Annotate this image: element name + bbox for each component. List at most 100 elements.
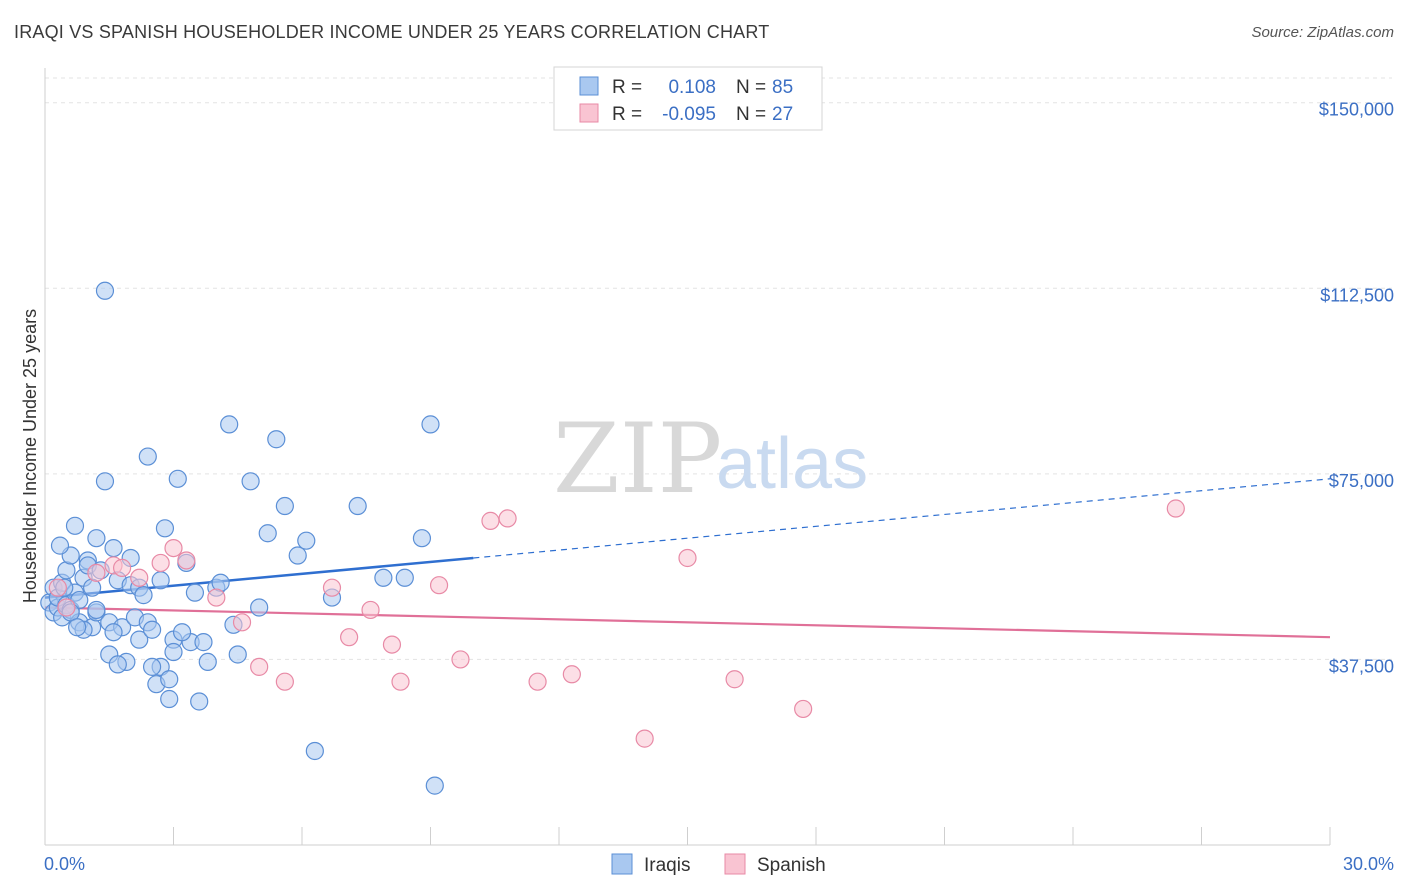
- stats-r-label-iraqis: R =: [612, 77, 642, 98]
- data-point-spanish: [48, 578, 67, 597]
- stats-n-label-iraqis: N =: [736, 77, 766, 98]
- legend-label-iraqis: Iraqis: [644, 855, 690, 876]
- data-point-iraqis: [190, 692, 209, 711]
- data-point-iraqis: [50, 536, 70, 555]
- data-point-spanish: [498, 509, 517, 528]
- data-point-iraqis: [87, 529, 106, 548]
- data-point-spanish: [340, 628, 359, 647]
- stats-swatch-spanish: [579, 103, 599, 123]
- data-point-spanish: [275, 672, 294, 691]
- trend-line-iraqis-extension: [473, 478, 1331, 559]
- data-point-iraqis: [142, 620, 162, 639]
- data-point-spanish: [164, 538, 183, 558]
- data-point-iraqis: [104, 623, 123, 642]
- chart-title: IRAQI VS SPANISH HOUSEHOLDER INCOME UNDE…: [14, 22, 770, 42]
- watermark: ZIP atlas: [553, 403, 868, 515]
- legend-label-spanish: Spanish: [757, 855, 826, 876]
- legend-swatch-iraqis: [611, 853, 633, 875]
- data-point-iraqis: [288, 546, 307, 565]
- data-point-iraqis: [104, 538, 123, 558]
- data-point-iraqis: [220, 415, 239, 434]
- x-tick-min: 0.0%: [44, 854, 85, 874]
- data-point-iraqis: [87, 600, 106, 620]
- data-point-spanish: [112, 558, 132, 577]
- data-point-spanish: [177, 551, 196, 570]
- stats-r-value-spanish: -0.095: [662, 104, 716, 125]
- data-point-iraqis: [374, 568, 393, 587]
- data-point-iraqis: [258, 524, 277, 543]
- data-point-iraqis: [250, 598, 269, 617]
- tick-labels: $37,500 $75,000 $112,500 $150,000: [1319, 100, 1394, 677]
- data-point-spanish: [151, 553, 170, 573]
- stats-n-value-spanish: 27: [772, 104, 793, 125]
- data-points: [40, 281, 1185, 795]
- y-tick-label: $150,000: [1319, 100, 1394, 120]
- stats-box: R = 0.108 N = 85 R = -0.095 N = 27: [553, 66, 823, 131]
- data-point-spanish: [391, 672, 410, 691]
- stats-r-value-iraqis: 0.108: [668, 77, 716, 98]
- data-point-iraqis: [95, 281, 115, 300]
- data-point-iraqis: [421, 415, 440, 434]
- legend-swatch-spanish: [724, 853, 746, 875]
- watermark-atlas: atlas: [716, 424, 868, 504]
- data-point-iraqis: [194, 633, 213, 652]
- data-point-iraqis: [198, 652, 217, 672]
- data-point-spanish: [232, 613, 252, 632]
- stats-n-label-spanish: N =: [736, 104, 766, 125]
- data-point-spanish: [562, 665, 581, 684]
- data-point-iraqis: [267, 430, 286, 449]
- data-point-iraqis: [95, 472, 115, 491]
- grid-lines: [45, 77, 1392, 660]
- data-point-iraqis: [172, 623, 192, 642]
- data-point-spanish: [382, 635, 402, 654]
- data-point-iraqis: [412, 529, 432, 548]
- y-tick-label: $37,500: [1329, 656, 1394, 676]
- data-point-iraqis: [425, 776, 444, 795]
- data-point-iraqis: [134, 586, 153, 605]
- data-point-iraqis: [108, 655, 127, 674]
- data-point-spanish: [725, 670, 744, 689]
- data-point-iraqis: [138, 447, 157, 466]
- data-point-spanish: [481, 511, 500, 530]
- data-point-iraqis: [185, 583, 205, 602]
- data-point-iraqis: [168, 469, 187, 488]
- data-point-iraqis: [155, 519, 175, 538]
- data-point-spanish: [322, 578, 342, 597]
- y-tick-label: $75,000: [1329, 471, 1394, 491]
- data-point-spanish: [429, 576, 449, 595]
- data-point-spanish: [451, 650, 470, 669]
- source-label: Source: ZipAtlas.com: [1251, 24, 1394, 41]
- data-point-iraqis: [228, 645, 247, 664]
- data-point-spanish: [207, 588, 226, 607]
- data-point-iraqis: [164, 642, 183, 662]
- data-point-spanish: [794, 699, 813, 719]
- y-axis-label: Householder Income Under 25 years: [20, 309, 40, 603]
- data-point-iraqis: [151, 571, 170, 590]
- data-point-spanish: [678, 548, 697, 568]
- data-point-iraqis: [160, 689, 179, 709]
- data-point-spanish: [250, 657, 269, 676]
- data-point-iraqis: [160, 670, 179, 689]
- data-point-spanish: [87, 563, 106, 582]
- data-point-spanish: [57, 598, 76, 617]
- data-point-spanish: [1166, 499, 1185, 518]
- data-point-spanish: [130, 568, 149, 587]
- data-point-iraqis: [68, 618, 87, 637]
- data-point-iraqis: [65, 516, 85, 535]
- data-point-spanish: [635, 729, 654, 748]
- data-point-iraqis: [130, 630, 149, 649]
- data-point-iraqis: [275, 496, 294, 516]
- data-point-spanish: [528, 672, 547, 691]
- stats-box-frame: [553, 66, 823, 131]
- data-point-iraqis: [395, 568, 414, 587]
- stats-n-value-iraqis: 85: [772, 77, 793, 98]
- data-point-iraqis: [305, 741, 324, 761]
- watermark-zip: ZIP: [553, 403, 722, 515]
- data-point-iraqis: [297, 531, 316, 550]
- axes: [44, 68, 1331, 846]
- data-point-iraqis: [348, 496, 367, 516]
- x-tick-max: 30.0%: [1343, 854, 1394, 874]
- legend: Iraqis Spanish: [611, 853, 826, 876]
- data-point-iraqis: [241, 472, 260, 491]
